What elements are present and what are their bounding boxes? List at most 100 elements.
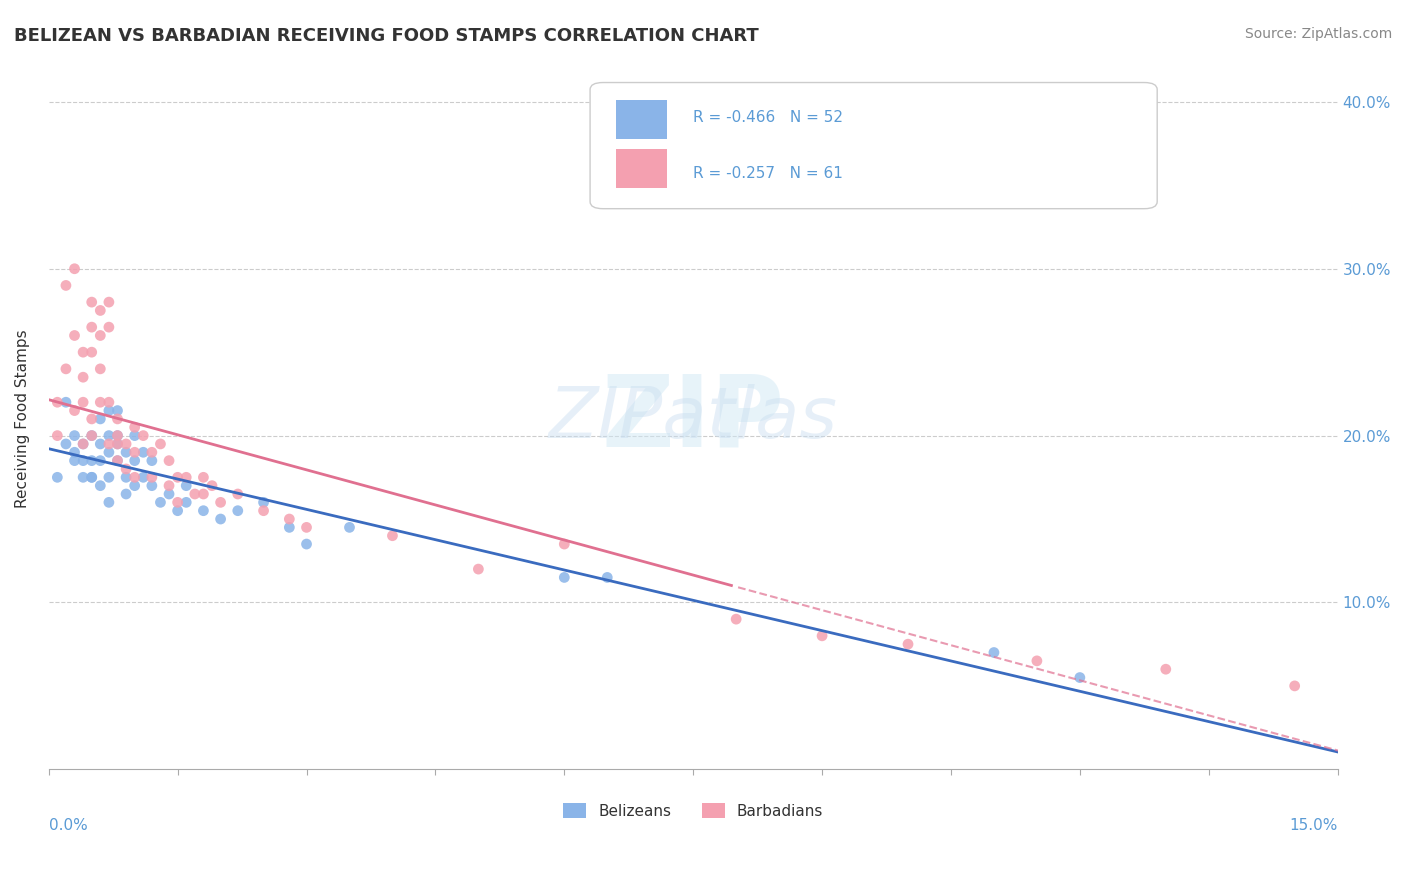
Point: [63, 445, 86, 459]
Point: [166, 495, 188, 509]
Text: R = -0.466   N = 52: R = -0.466 N = 52: [693, 110, 844, 125]
Point: [278, 520, 301, 534]
Point: [63, 428, 86, 442]
Point: [184, 487, 207, 501]
Point: [115, 487, 138, 501]
Point: [339, 520, 361, 534]
Point: [63, 453, 86, 467]
Point: [553, 537, 575, 551]
Point: [115, 437, 138, 451]
Point: [72, 395, 94, 409]
Point: [80, 470, 103, 484]
Point: [174, 478, 197, 492]
Point: [115, 462, 138, 476]
Point: [46, 395, 69, 409]
Point: [89, 303, 111, 318]
Point: [897, 637, 920, 651]
Point: [252, 504, 274, 518]
Point: [811, 629, 834, 643]
Point: [166, 470, 188, 484]
Point: [97, 445, 120, 459]
Point: [107, 453, 129, 467]
Point: [97, 428, 120, 442]
Point: [149, 437, 172, 451]
Point: [55, 395, 77, 409]
Point: [174, 470, 197, 484]
Text: 0.0%: 0.0%: [49, 818, 87, 833]
Point: [97, 495, 120, 509]
Point: [124, 478, 146, 492]
Point: [132, 428, 155, 442]
Point: [174, 495, 197, 509]
Point: [157, 453, 180, 467]
Point: [63, 328, 86, 343]
Point: [193, 487, 215, 501]
Point: [97, 395, 120, 409]
Point: [157, 478, 180, 492]
Point: [553, 570, 575, 584]
Point: [107, 428, 129, 442]
Point: [141, 445, 163, 459]
Text: BELIZEAN VS BARBADIAN RECEIVING FOOD STAMPS CORRELATION CHART: BELIZEAN VS BARBADIAN RECEIVING FOOD STA…: [14, 27, 759, 45]
Point: [107, 453, 129, 467]
Point: [55, 278, 77, 293]
Point: [80, 345, 103, 359]
Point: [124, 445, 146, 459]
Point: [72, 437, 94, 451]
Point: [46, 470, 69, 484]
Point: [80, 320, 103, 334]
Point: [89, 453, 111, 467]
Point: [89, 412, 111, 426]
Point: [107, 437, 129, 451]
Point: [226, 504, 249, 518]
Point: [55, 362, 77, 376]
Point: [80, 453, 103, 467]
Point: [72, 437, 94, 451]
Point: [467, 562, 489, 576]
Point: [89, 437, 111, 451]
Point: [1025, 654, 1047, 668]
Point: [1154, 662, 1177, 676]
Point: [89, 395, 111, 409]
Point: [193, 504, 215, 518]
Point: [107, 428, 129, 442]
Point: [141, 470, 163, 484]
Point: [97, 470, 120, 484]
Point: [72, 370, 94, 384]
Point: [115, 445, 138, 459]
Point: [201, 478, 224, 492]
Point: [46, 428, 69, 442]
Point: [89, 478, 111, 492]
Text: ZIP: ZIP: [602, 370, 785, 467]
Point: [725, 612, 748, 626]
Point: [124, 428, 146, 442]
Point: [983, 646, 1005, 660]
Point: [1369, 696, 1392, 710]
Point: [115, 470, 138, 484]
Point: [209, 495, 232, 509]
Point: [107, 403, 129, 417]
Point: [1284, 679, 1306, 693]
Point: [80, 428, 103, 442]
FancyBboxPatch shape: [616, 149, 668, 187]
Point: [63, 403, 86, 417]
Point: [80, 428, 103, 442]
Point: [141, 453, 163, 467]
Point: [80, 295, 103, 310]
Point: [80, 412, 103, 426]
Text: 15.0%: 15.0%: [1289, 818, 1337, 833]
Point: [149, 495, 172, 509]
Point: [63, 261, 86, 276]
Legend: Belizeans, Barbadians: Belizeans, Barbadians: [557, 797, 830, 825]
Point: [141, 478, 163, 492]
Text: Source: ZipAtlas.com: Source: ZipAtlas.com: [1244, 27, 1392, 41]
Point: [97, 295, 120, 310]
Point: [107, 437, 129, 451]
Point: [193, 470, 215, 484]
Point: [166, 504, 188, 518]
Point: [89, 362, 111, 376]
Point: [124, 470, 146, 484]
Point: [157, 487, 180, 501]
Text: ZIPatlas: ZIPatlas: [548, 384, 838, 453]
Point: [295, 520, 318, 534]
